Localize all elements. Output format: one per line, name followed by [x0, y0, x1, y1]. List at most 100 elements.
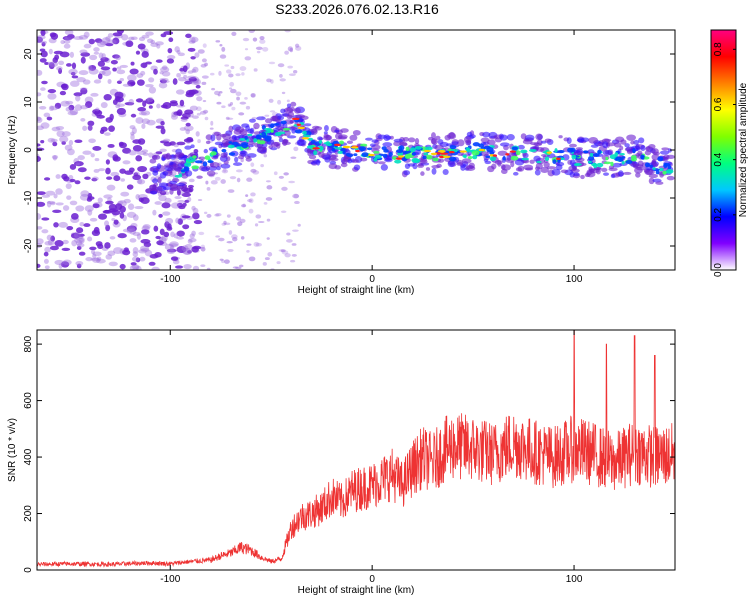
- ridge-halo: [399, 141, 408, 147]
- ridge-core: [662, 170, 667, 175]
- x-tick-label: -100: [160, 274, 180, 285]
- ridge-halo: [278, 137, 284, 143]
- noise-blob: [46, 200, 56, 205]
- ridge-halo: [588, 136, 599, 144]
- ridge-peak: [546, 151, 553, 154]
- noise-blob: [281, 186, 288, 191]
- ridge-halo: [169, 188, 174, 195]
- ridge-halo: [152, 178, 159, 184]
- noise-blob: [53, 193, 58, 199]
- noise-blob: [277, 99, 282, 105]
- x-tick-label: 0: [369, 274, 375, 285]
- noise-blob: [52, 209, 62, 214]
- ridge-halo: [330, 154, 339, 158]
- ridge-halo: [497, 150, 508, 156]
- colorbar-tick-label: 0.0: [713, 263, 724, 277]
- noise-blob: [116, 80, 122, 84]
- noise-blob: [174, 196, 182, 200]
- ridge-halo: [282, 138, 289, 144]
- noise-blob: [108, 261, 118, 267]
- ridge-core: [663, 162, 668, 169]
- noise-blob: [69, 80, 80, 87]
- colorbar-ticks: 0.0 0.2 0.4 0.6 0.8: [713, 42, 736, 277]
- noise-blob: [85, 101, 93, 108]
- noise-blob: [98, 52, 104, 59]
- noise-blob: [273, 171, 278, 176]
- ridge-core: [373, 150, 380, 154]
- ridge-core: [621, 160, 625, 165]
- noise-blob: [132, 246, 139, 254]
- noise-blob: [71, 239, 77, 247]
- noise-blob: [244, 48, 249, 51]
- noise-blob: [287, 65, 294, 69]
- ridge-halo: [437, 139, 444, 145]
- ridge-halo: [201, 166, 210, 172]
- noise-blob: [37, 263, 41, 268]
- ridge-halo: [286, 103, 291, 108]
- noise-blob: [152, 209, 157, 216]
- noise-blob: [188, 186, 194, 193]
- noise-blob: [107, 143, 115, 148]
- noise-blob: [132, 251, 139, 258]
- ridge-halo: [414, 138, 420, 145]
- noise-blob: [129, 238, 137, 243]
- ridge-halo: [558, 135, 563, 139]
- ridge-halo: [451, 141, 459, 145]
- noise-blob: [137, 107, 147, 112]
- noise-blob: [293, 146, 299, 152]
- noise-blob: [96, 40, 107, 48]
- noise-blob: [136, 233, 142, 240]
- noise-blob: [210, 72, 215, 76]
- noise-blob: [252, 37, 258, 42]
- noise-blob: [75, 260, 84, 266]
- ridge-halo: [514, 158, 525, 166]
- ridge-halo: [635, 172, 641, 178]
- ridge-core: [358, 146, 367, 152]
- ridge-halo: [633, 139, 640, 145]
- snr-x-axis-label: Height of straight line (km): [298, 585, 415, 596]
- noise-blob: [231, 31, 237, 36]
- noise-blob: [250, 93, 255, 98]
- noise-blob: [176, 50, 181, 54]
- noise-blob: [145, 61, 152, 65]
- noise-blob: [161, 71, 171, 77]
- ridge-halo: [623, 171, 632, 175]
- noise-blob: [197, 139, 201, 144]
- noise-blob: [41, 229, 49, 234]
- noise-blob: [66, 63, 72, 67]
- noise-blob: [60, 40, 66, 45]
- x-tick-label: 100: [566, 274, 583, 285]
- noise-blob: [187, 239, 193, 244]
- noise-blob: [259, 39, 266, 44]
- ridge-halo: [630, 140, 635, 145]
- noise-blob: [83, 43, 92, 49]
- noise-blob: [206, 267, 211, 270]
- ridge-halo: [602, 141, 609, 149]
- ridge-halo: [457, 139, 465, 147]
- noise-blob: [44, 265, 50, 270]
- noise-blob: [47, 93, 57, 100]
- noise-blob: [37, 143, 41, 147]
- noise-blob: [168, 37, 174, 43]
- noise-blob: [166, 248, 177, 253]
- noise-blob: [97, 60, 106, 67]
- noise-blob: [230, 65, 235, 70]
- noise-blob: [218, 237, 225, 242]
- noise-blob: [44, 240, 53, 246]
- noise-blob: [92, 253, 97, 259]
- ridge-core: [649, 164, 654, 168]
- noise-blob: [64, 36, 73, 41]
- ridge-halo: [322, 154, 332, 160]
- noise-blob: [219, 54, 227, 59]
- ridge-halo: [499, 134, 508, 141]
- noise-blob: [200, 63, 207, 68]
- ridge-halo: [377, 134, 387, 139]
- ridge-halo: [157, 176, 162, 184]
- ridge-core: [592, 153, 600, 158]
- ridge-core: [511, 146, 519, 151]
- noise-blob: [264, 114, 270, 117]
- ridge-peak: [291, 117, 300, 121]
- ridge-core: [423, 152, 429, 156]
- noise-blob: [162, 138, 171, 143]
- noise-blob: [37, 191, 46, 196]
